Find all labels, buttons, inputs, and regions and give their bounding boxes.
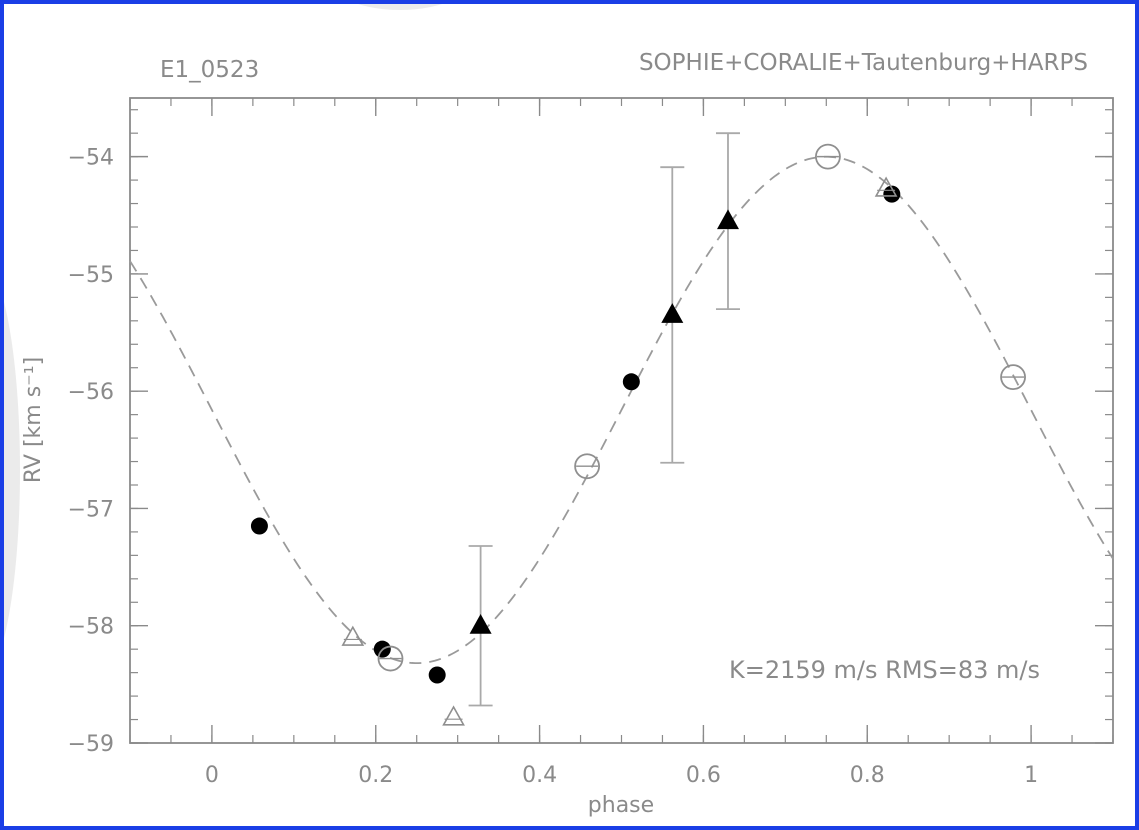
data-point-open-circle (377, 645, 404, 672)
y-tick-label: −57 (68, 497, 114, 522)
data-point-open-circle (1000, 364, 1026, 391)
data-point-filled-triangle (469, 613, 492, 634)
data-point-open-circle (815, 143, 841, 170)
y-tick-label: −59 (68, 732, 114, 757)
plot-frame (129, 97, 1114, 744)
model-curve (129, 155, 1114, 665)
minor-ticks (129, 98, 1114, 744)
y-tick-label: −58 (68, 615, 114, 640)
data-point-open-triangle (442, 705, 465, 726)
y-axis-label: RV [km s⁻¹] (21, 357, 46, 483)
chart-title-right: SOPHIE+CORALIE+Tautenburg+HARPS (639, 50, 1088, 76)
x-tick-label: 0.6 (686, 763, 721, 788)
data-points (250, 143, 1026, 726)
fit-annotation: K=2159 m/s RMS=83 m/s (729, 656, 1040, 684)
data-point-open-circle (574, 453, 600, 480)
y-tick-label: −56 (68, 380, 114, 405)
x-tick-label: 0.8 (850, 763, 885, 788)
data-point-filled-circle (250, 517, 268, 535)
data-point-filled-triangle (716, 209, 739, 230)
x-axis-label: phase (588, 793, 654, 818)
major-ticks (130, 98, 1113, 744)
data-point-open-triangle (341, 625, 365, 646)
y-tick-labels: −59 −58 −57 −56 −55 −54 (68, 146, 114, 757)
x-tick-labels: 0 0.2 0.4 0.6 0.8 1 (205, 763, 1038, 788)
data-point-filled-circle (428, 666, 446, 684)
data-point-filled-triangle (661, 303, 684, 323)
chart-title-left: E1_0523 (160, 57, 259, 83)
x-tick-label: 1 (1024, 763, 1038, 788)
data-point-open-triangle (874, 176, 898, 197)
y-tick-label: −54 (68, 146, 114, 171)
x-tick-label: 0.4 (522, 763, 557, 788)
data-point-filled-circle (622, 373, 640, 391)
error-bars (468, 132, 740, 707)
x-tick-label: 0 (205, 763, 219, 788)
x-tick-label: 0.2 (358, 763, 393, 788)
y-tick-label: −55 (68, 263, 114, 288)
